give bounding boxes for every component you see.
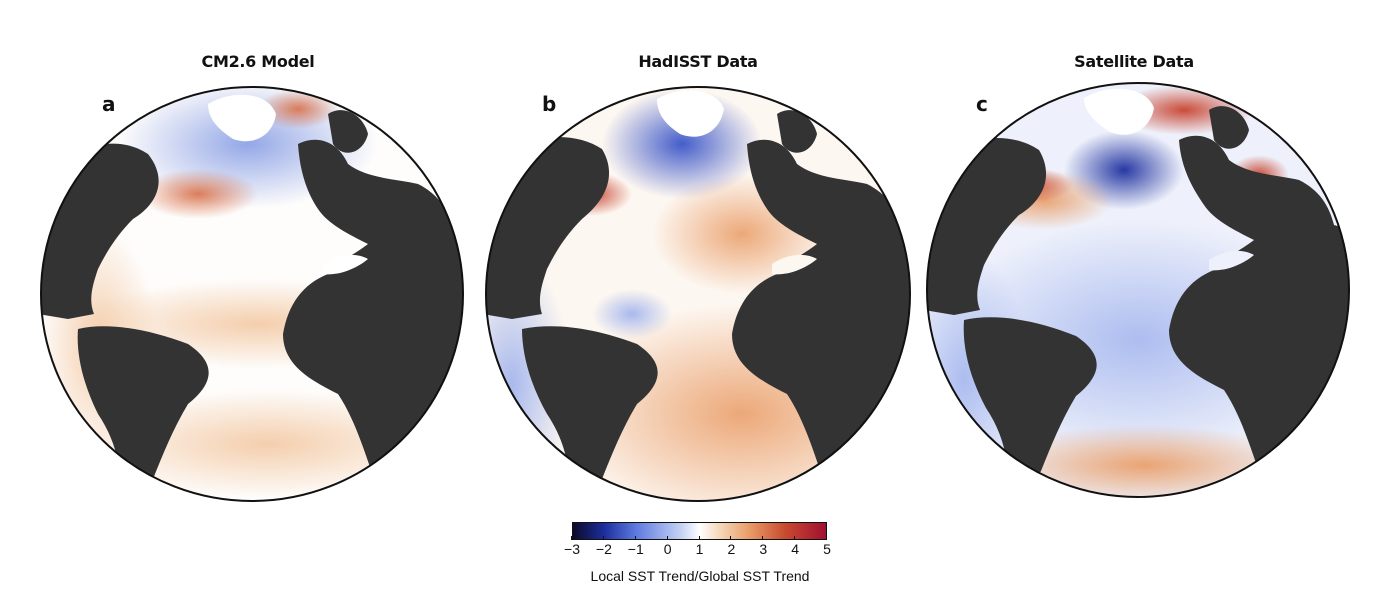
colorbar-tick: 4	[780, 536, 810, 558]
panel-letter-c: c	[976, 92, 988, 116]
colorbar-tick: 2	[716, 536, 746, 558]
colorbar-tick: −2	[589, 536, 619, 558]
panel-title-a: CM2.6 Model	[201, 52, 315, 71]
colorbar-tick: 3	[748, 536, 778, 558]
colorbar-tick: −3	[557, 536, 587, 558]
panel-letter-a: a	[102, 92, 116, 116]
globe-satellite-data	[924, 80, 1352, 504]
colorbar: −3 −2 −1 0 1 2 3 4 5	[564, 522, 831, 562]
panel-title-b: HadISST Data	[638, 52, 758, 71]
globe-hadisst-data	[482, 84, 914, 508]
colorbar-gradient	[572, 522, 827, 540]
panel-letter-b: b	[542, 92, 557, 116]
globe-cm26-model	[38, 84, 466, 508]
colorbar-tick: 5	[812, 536, 842, 558]
colorbar-tick: 1	[685, 536, 715, 558]
colorbar-label: Local SST Trend/Global SST Trend	[590, 568, 810, 584]
colorbar-tick: −1	[621, 536, 651, 558]
panel-title-c: Satellite Data	[1074, 52, 1194, 71]
colorbar-ticks: −3 −2 −1 0 1 2 3 4 5	[564, 536, 831, 562]
colorbar-tick: 0	[653, 536, 683, 558]
